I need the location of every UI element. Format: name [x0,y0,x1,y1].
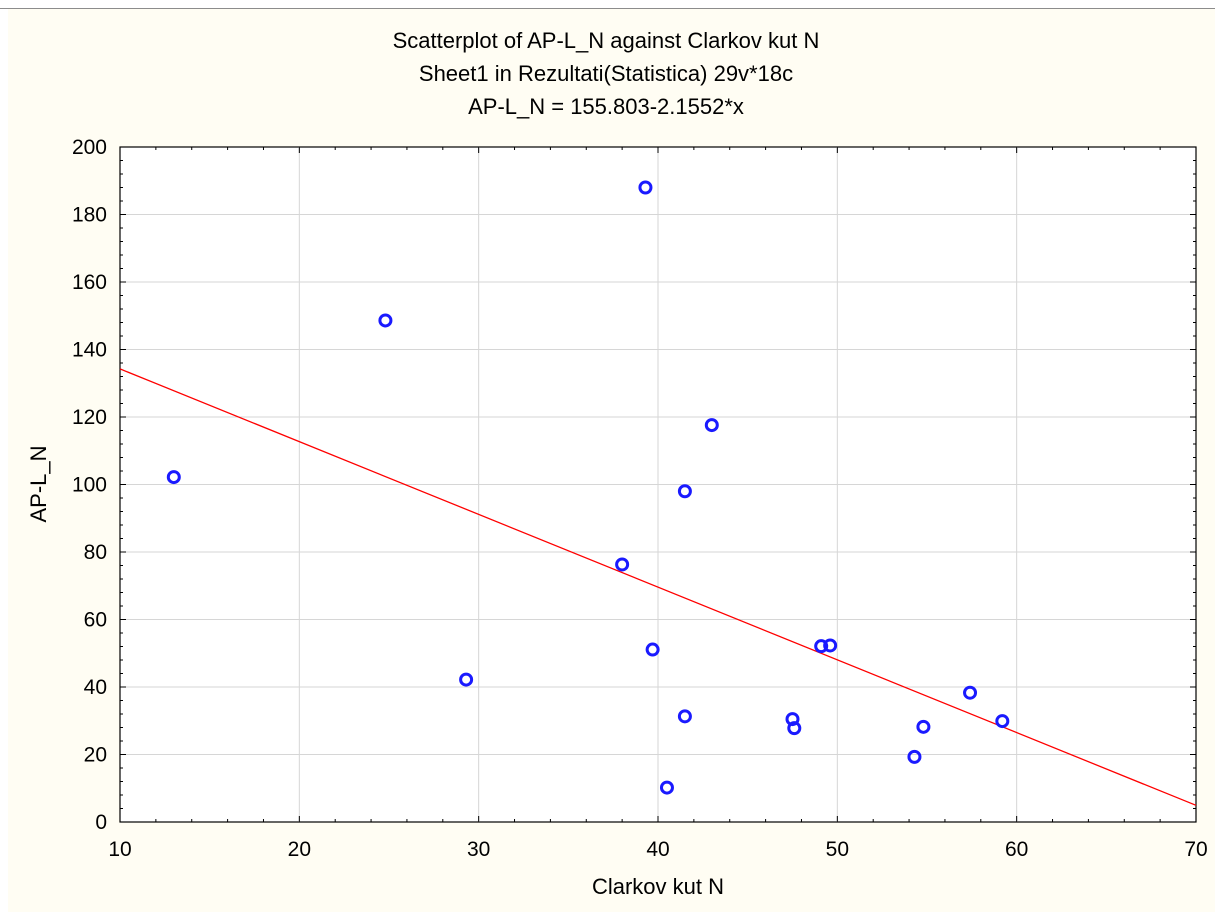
data-point [907,749,922,764]
grid-lines [120,147,1196,822]
y-tick-label: 200 [72,136,107,159]
data-point [638,180,653,195]
chart-subtitle: Sheet1 in Rezultati(Statistica) 29v*18c [419,61,793,86]
y-axis-label: AP-L_N [26,445,51,522]
y-tick-labels: 0 20 40 60 80 100 120 140 160 180 200 [72,136,107,834]
y-tick-label: 80 [84,541,107,564]
data-point [787,721,802,736]
axis-ticks [119,146,1197,823]
regression-fit [119,368,1197,806]
x-tick-label: 70 [1184,838,1207,861]
regression-equation: AP-L_N = 155.803-2.1552*x [468,94,744,119]
y-tick-label: 120 [72,406,107,429]
data-point [963,685,978,700]
x-axis-label: Clarkov kut N [592,874,724,899]
y-tick-label: 180 [72,204,107,227]
y-tick-label: 100 [72,474,107,497]
x-tick-label: 10 [108,838,131,861]
y-tick-label: 160 [72,271,107,294]
data-point [916,719,931,734]
y-tick-label: 40 [84,676,107,699]
y-tick-label: 20 [84,744,107,767]
data-point [659,780,674,795]
x-tick-label: 50 [826,838,849,861]
data-point [814,639,829,654]
x-tick-label: 20 [288,838,311,861]
data-point [704,418,719,433]
y-tick-label: 0 [95,811,107,834]
data-point [677,709,692,724]
data-point [823,638,838,653]
data-point [785,712,800,727]
regression-line [119,368,1197,806]
data-point [645,642,660,657]
y-tick-label: 140 [72,339,107,362]
data-point [995,714,1010,729]
data-point [677,484,692,499]
data-point [615,557,630,572]
data-point [378,313,393,328]
data-point [459,672,474,687]
x-tick-labels: 10 20 30 40 50 60 70 [108,838,1207,861]
data-points [166,180,1010,795]
top-divider [0,8,1215,9]
data-point [166,470,181,485]
x-tick-label: 40 [646,838,669,861]
chart-title: Scatterplot of AP-L_N against Clarkov ku… [393,28,820,53]
x-tick-label: 60 [1005,838,1028,861]
y-tick-label: 60 [84,609,107,632]
x-tick-label: 30 [467,838,490,861]
